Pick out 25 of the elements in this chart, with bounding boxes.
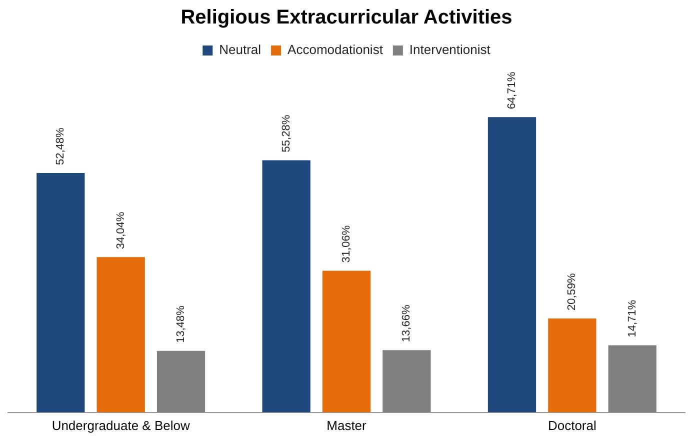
- bar: [96, 257, 145, 412]
- bar: [36, 172, 85, 412]
- data-label: 13,66%: [400, 304, 413, 342]
- bar: [488, 117, 536, 412]
- data-label: 13,48%: [175, 305, 188, 343]
- data-label: 64,71%: [506, 72, 518, 110]
- legend-label: Accomodationist: [288, 42, 384, 58]
- bar: [382, 350, 431, 412]
- bar: [156, 350, 206, 412]
- bar: [608, 345, 656, 412]
- x-tick-label: Undergraduate & Below: [52, 418, 190, 433]
- x-tick-label: Doctoral: [548, 418, 596, 433]
- data-label: 55,28%: [280, 114, 292, 152]
- legend-label: Neutral: [219, 42, 262, 58]
- data-label: 34,04%: [114, 212, 127, 250]
- data-label: 31,06%: [340, 225, 353, 263]
- chart-title: Religious Extracurricular Activities: [180, 6, 512, 29]
- x-tick-label: Master: [326, 418, 368, 433]
- data-label: 20,59%: [566, 272, 578, 310]
- bar: [548, 318, 596, 412]
- data-label: 52,48%: [54, 127, 67, 165]
- legend-label: Interventionist: [409, 42, 491, 58]
- data-label: 14,71%: [626, 300, 638, 338]
- bar: [322, 270, 371, 412]
- bar: [262, 160, 310, 412]
